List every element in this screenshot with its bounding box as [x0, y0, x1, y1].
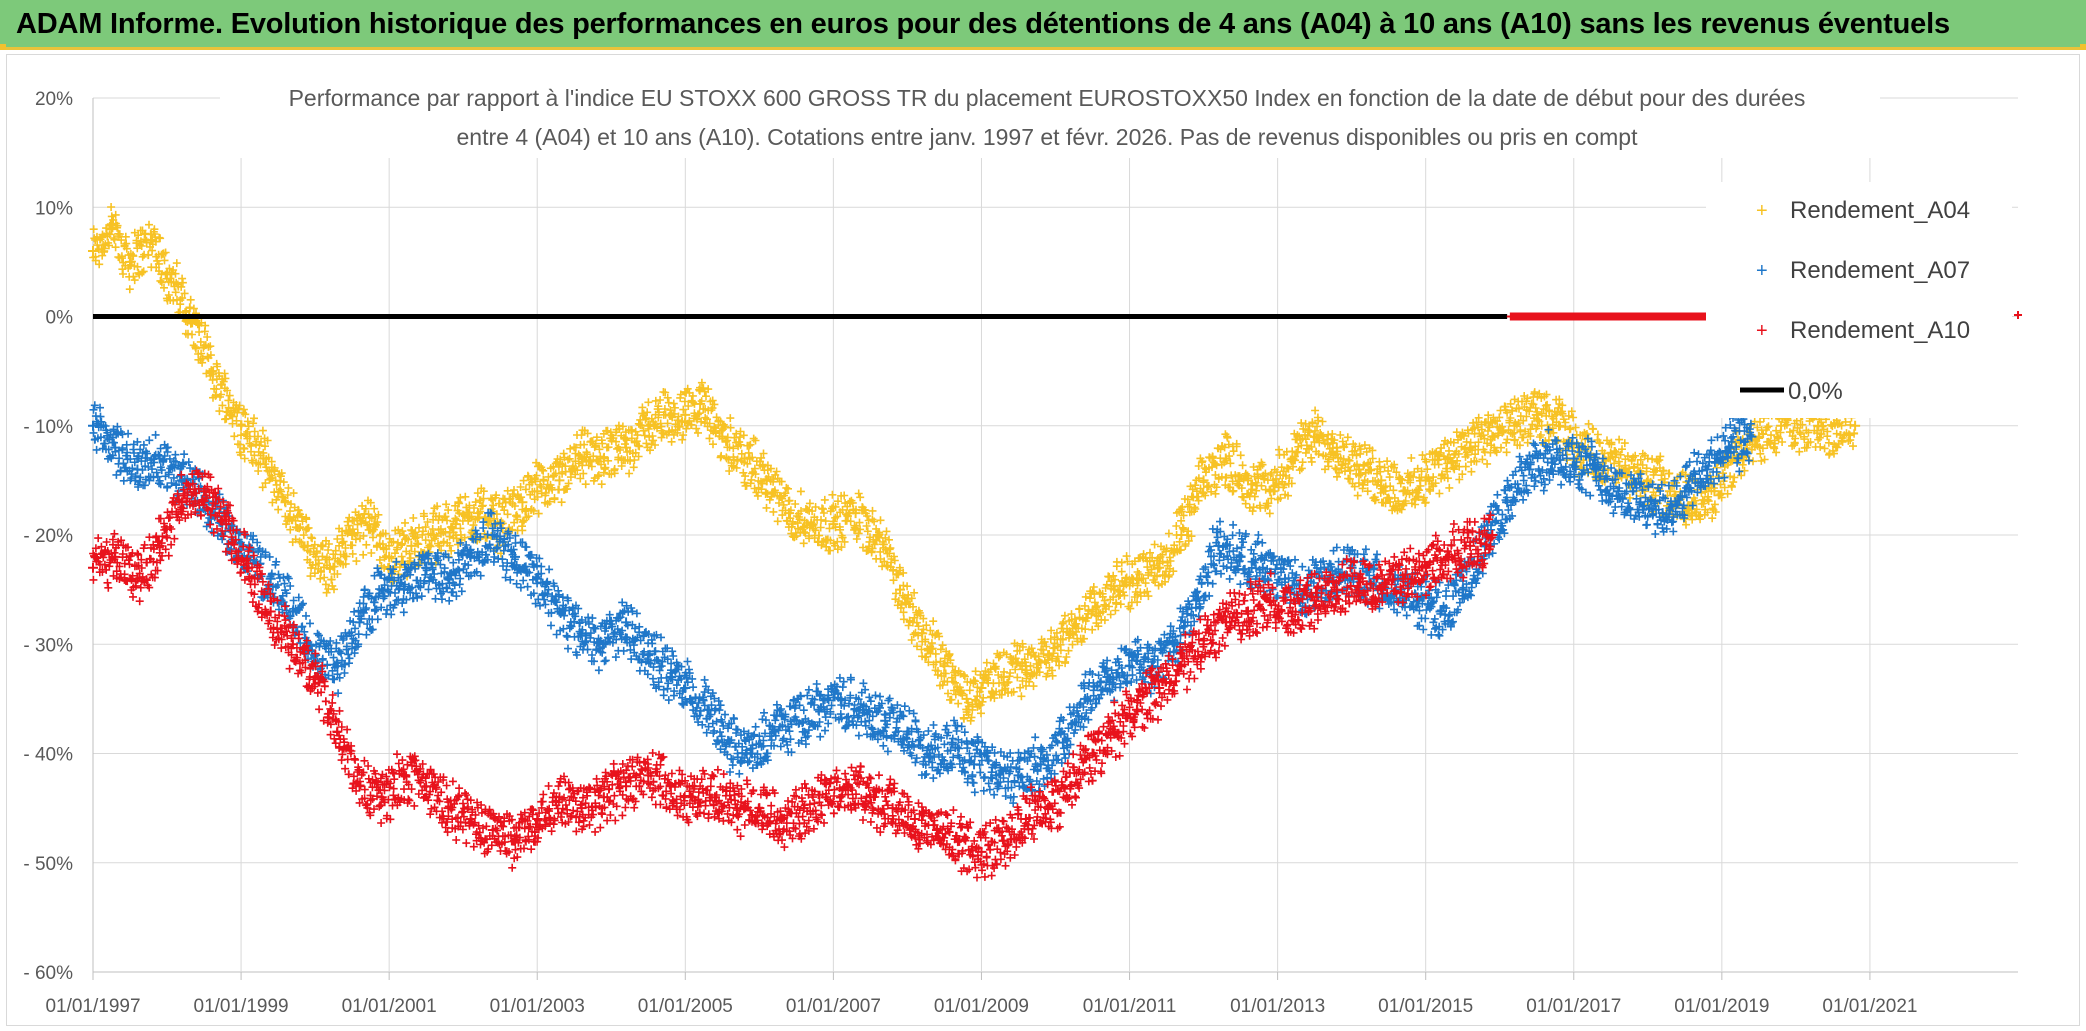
corner-accent — [0, 44, 6, 50]
legend-label-a04: Rendement_A04 — [1790, 197, 1970, 224]
legend-marker-a07: + — [1756, 260, 1768, 282]
data-point — [88, 562, 98, 573]
x-tick-label: 01/01/2013 — [1230, 996, 1325, 1017]
x-tick-label: 01/01/1999 — [194, 996, 289, 1017]
legend-label-zero: 0,0% — [1788, 378, 1843, 405]
axes: 20% 10% 0% - 10% - 20% - 30% - 40% - 50% - 60% 01… — [23, 89, 1917, 1017]
y-tick-label: - 20% — [23, 526, 73, 547]
page-title: ADAM Informe. Evolution historique des p… — [16, 8, 1950, 40]
chart-title-line-2: entre 4 (A04) et 10 ans (A10). Cotations… — [457, 124, 1639, 150]
data-point — [554, 475, 565, 486]
series-layer — [88, 203, 2022, 882]
legend: + Rendement_A04 + Rendement_A07 + Rendem… — [1706, 182, 2012, 418]
y-tick-label: - 10% — [23, 417, 73, 438]
y-tick-label: - 40% — [23, 745, 73, 766]
data-point — [406, 540, 417, 551]
legend-marker-a04: + — [1756, 200, 1768, 222]
zero-marker-cluster — [1506, 312, 1726, 321]
corner-accent — [2080, 44, 2086, 50]
x-tick-label: 01/01/2003 — [490, 996, 585, 1017]
chart-frame — [6, 54, 2080, 1026]
title-banner: ADAM Informe. Evolution historique des p… — [0, 0, 2086, 50]
data-point — [680, 409, 691, 420]
data-point — [1665, 486, 1676, 497]
x-tick-label: 01/01/2001 — [342, 996, 437, 1017]
chart-title: Performance par rapport à l'indice EU ST… — [220, 74, 1880, 158]
y-tick-label: - 50% — [23, 854, 73, 875]
legend-label-a10: Rendement_A10 — [1790, 317, 1970, 344]
x-tick-label: 01/01/2007 — [786, 996, 881, 1017]
chart-title-line-1: Performance par rapport à l'indice EU ST… — [289, 85, 1806, 111]
series-rendement-a10 — [88, 466, 1498, 882]
y-tick-label: 0% — [46, 308, 74, 329]
data-point — [376, 792, 387, 803]
x-tick-label: 01/01/2015 — [1378, 996, 1473, 1017]
x-tick-label: 01/01/2019 — [1674, 996, 1769, 1017]
x-tick-label: 01/01/2005 — [638, 996, 733, 1017]
x-tick-label: 01/01/1997 — [45, 996, 140, 1017]
y-tick-label: - 60% — [23, 963, 73, 984]
edge-marker — [2014, 311, 2022, 319]
legend-marker-a10: + — [1756, 320, 1768, 342]
point-cloud — [89, 203, 1859, 725]
data-point — [909, 814, 920, 825]
x-tick-label: 01/01/2021 — [1822, 996, 1917, 1017]
data-point — [1524, 464, 1535, 475]
y-tick-label: - 30% — [23, 635, 73, 656]
x-tick-label: 01/01/2017 — [1526, 996, 1621, 1017]
x-tick-label: 01/01/2009 — [934, 996, 1029, 1017]
series-rendement-a07 — [88, 401, 1757, 808]
y-tick-label: 20% — [35, 89, 73, 110]
legend-label-a07: Rendement_A07 — [1790, 257, 1970, 284]
x-tick-label: 01/01/2011 — [1083, 996, 1177, 1017]
y-tick-label: 10% — [35, 198, 73, 219]
series-zero-markers — [1506, 312, 1726, 321]
data-point — [1850, 420, 1861, 431]
